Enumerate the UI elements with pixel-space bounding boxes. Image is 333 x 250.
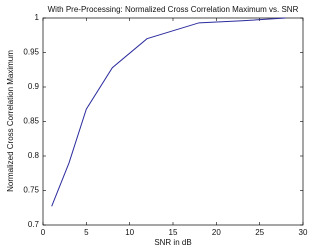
x-axis-label: SNR in dB [154, 238, 191, 247]
data-line [51, 17, 286, 207]
y-tick-label: 0.7 [28, 220, 40, 229]
x-tick-label: 0 [41, 228, 46, 237]
y-axis-label: Normalized Cross Correlation Maximum [6, 50, 15, 192]
y-tick-label: 0.95 [23, 48, 39, 57]
plot-area [42, 17, 304, 226]
y-tick-label: 0.75 [23, 186, 39, 195]
x-tick-label: 25 [255, 228, 264, 237]
x-tick-label: 30 [299, 228, 308, 237]
x-tick-label: 5 [84, 228, 89, 237]
x-tick-label: 20 [212, 228, 221, 237]
x-tick-label: 15 [169, 228, 178, 237]
y-tick-label: 0.9 [28, 82, 40, 91]
y-tick-label: 0.8 [28, 151, 40, 160]
x-tick-label: 10 [125, 228, 134, 237]
chart-title: With Pre-Processing: Normalized Cross Co… [48, 5, 299, 14]
y-tick-label: 0.85 [23, 117, 39, 126]
y-tick-label: 1 [35, 13, 40, 22]
